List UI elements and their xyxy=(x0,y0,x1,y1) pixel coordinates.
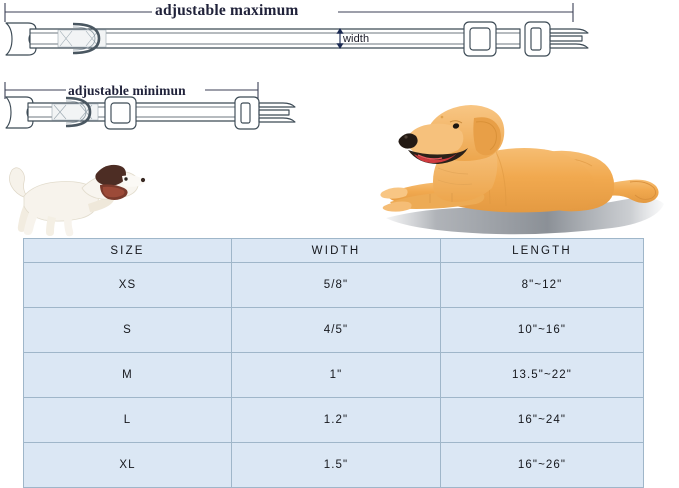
running-white-dog-illustration xyxy=(9,164,146,237)
column-header-size: SIZE xyxy=(23,238,232,263)
width-dimension-arrow xyxy=(336,27,344,50)
table-row: S 4/5" 10"~16" xyxy=(23,307,644,353)
cell-width: 4/5" xyxy=(231,307,441,353)
cell-length: 10"~16" xyxy=(440,307,644,353)
cell-length: 16"~26" xyxy=(440,442,644,488)
width-callout-label: width xyxy=(343,33,370,45)
adjustable-maximum-label: adjustable maximum xyxy=(155,2,299,19)
lying-golden-retriever-illustration xyxy=(380,105,664,235)
cell-size: XL xyxy=(23,442,232,488)
table-row: M 1" 13.5"~22" xyxy=(23,352,644,398)
dimension-line-minimum xyxy=(4,82,259,99)
cell-width: 1.5" xyxy=(231,442,441,488)
cell-size: XS xyxy=(23,262,232,308)
adjustable-maximum-diagram xyxy=(4,3,589,57)
adjustable-minimum-label: adjustable minimun xyxy=(68,83,186,98)
cell-size: S xyxy=(23,307,232,353)
buckle-prongs-maximum xyxy=(549,28,589,49)
size-chart-table: SIZE WIDTH LENGTH XS 5/8" 8"~12" S 4/5" … xyxy=(23,238,644,488)
buckle-prongs-minimum xyxy=(258,102,296,123)
cell-width: 1.2" xyxy=(231,397,441,443)
cell-length: 13.5"~22" xyxy=(440,352,644,398)
cell-width: 1" xyxy=(231,352,441,398)
collar-body-maximum xyxy=(5,21,551,57)
column-header-length: LENGTH xyxy=(440,238,644,263)
cell-size: L xyxy=(23,397,232,443)
cell-length: 8"~12" xyxy=(440,262,644,308)
column-header-width: WIDTH xyxy=(231,238,441,263)
table-row: L 1.2" 16"~24" xyxy=(23,397,644,443)
dimension-line-maximum xyxy=(4,3,574,22)
table-row: XL 1.5" 16"~26" xyxy=(23,442,644,488)
cell-size: M xyxy=(23,352,232,398)
cell-length: 16"~24" xyxy=(440,397,644,443)
adjustable-minimum-diagram xyxy=(4,82,296,130)
table-row: XS 5/8" 8"~12" xyxy=(23,262,644,308)
cell-width: 5/8" xyxy=(231,262,441,308)
table-header-row: SIZE WIDTH LENGTH xyxy=(23,238,644,263)
collar-body-minimum xyxy=(5,96,260,130)
